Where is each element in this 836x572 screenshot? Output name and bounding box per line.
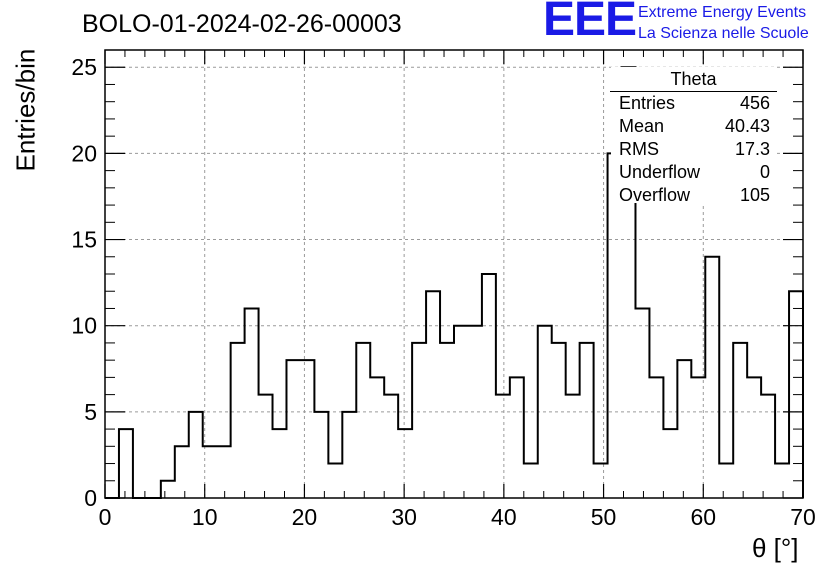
stats-row-rms: RMS 17.3 bbox=[611, 138, 777, 161]
eee-logo: EEE bbox=[543, 0, 637, 46]
stats-value: 105 bbox=[739, 185, 770, 205]
x-tick-label: 20 bbox=[292, 504, 318, 530]
stats-header: Theta bbox=[610, 67, 777, 92]
x-tick-label: 30 bbox=[391, 504, 417, 530]
stats-row-mean: Mean 40.43 bbox=[611, 115, 777, 138]
x-tick-label: 40 bbox=[491, 504, 517, 530]
stats-value: 17.3 bbox=[734, 139, 770, 159]
stats-row-entries: Entries 456 bbox=[611, 92, 777, 115]
stats-label: Underflow bbox=[619, 162, 701, 182]
x-tick-label: 10 bbox=[192, 504, 218, 530]
histogram-line bbox=[105, 66, 804, 499]
stats-value: 456 bbox=[739, 93, 770, 113]
org-name-line2: La Scienza nelle Scuole bbox=[638, 25, 809, 42]
stats-label: Mean bbox=[619, 116, 665, 136]
stats-value: 0 bbox=[759, 162, 770, 182]
y-tick-label: 10 bbox=[71, 313, 97, 339]
stats-row-underflow: Underflow 0 bbox=[611, 161, 777, 184]
stats-label: Overflow bbox=[619, 185, 691, 205]
x-axis-label: θ [°] bbox=[752, 533, 799, 563]
stats-label: Entries bbox=[619, 93, 676, 113]
stats-row-overflow: Overflow 105 bbox=[611, 184, 777, 207]
x-tick-label: 50 bbox=[591, 504, 617, 530]
x-tick-label: 70 bbox=[790, 504, 816, 530]
y-tick-label: 15 bbox=[71, 227, 97, 253]
chart-title: BOLO-01-2024-02-26-00003 bbox=[82, 10, 402, 38]
y-tick-label: 0 bbox=[84, 485, 97, 511]
x-tick-label: 60 bbox=[690, 504, 716, 530]
stats-value: 40.43 bbox=[724, 116, 770, 136]
stats-box: Theta Entries 456 Mean 40.43 RMS 17.3 Under… bbox=[610, 67, 777, 205]
y-axis-label: Entries/bin bbox=[10, 48, 41, 172]
y-tick-label: 25 bbox=[71, 54, 97, 80]
y-tick-labels: 0 5 10 15 20 25 bbox=[71, 54, 97, 511]
stats-label: RMS bbox=[619, 139, 659, 159]
org-name-line1: Extreme Energy Events bbox=[638, 4, 807, 21]
y-tick-label: 20 bbox=[71, 140, 97, 166]
x-tick-labels: 0 10 20 30 40 50 60 70 bbox=[99, 504, 816, 530]
y-tick-label: 5 bbox=[84, 399, 97, 425]
plot-frame bbox=[104, 49, 804, 499]
x-tick-label: 0 bbox=[99, 504, 112, 530]
